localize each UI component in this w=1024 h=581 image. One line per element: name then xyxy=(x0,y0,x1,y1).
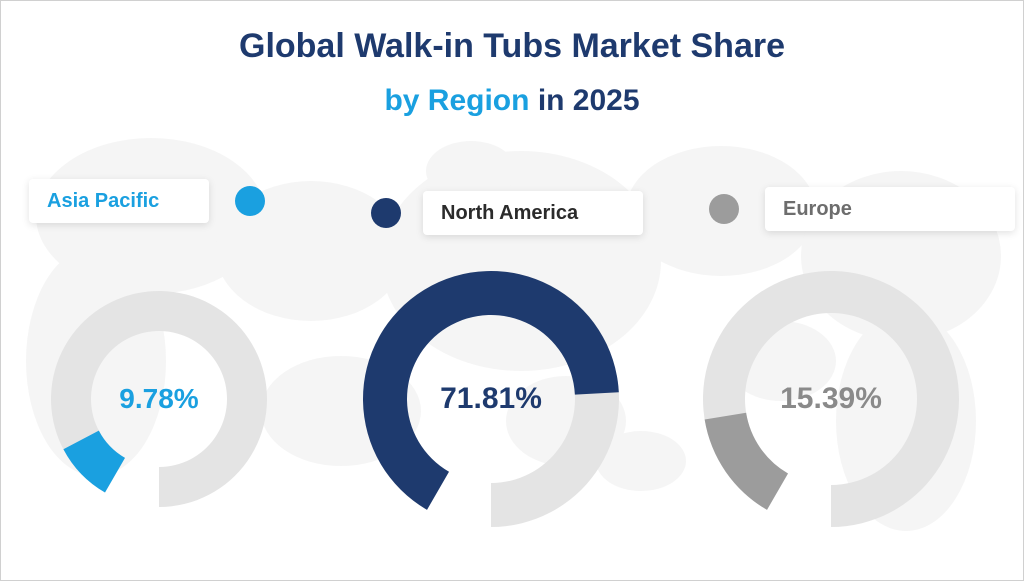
legend-north-america: North America xyxy=(371,191,643,235)
donut-svg-na xyxy=(361,269,621,529)
donut-svg-asia xyxy=(49,289,269,509)
legend-label-na: North America xyxy=(423,191,643,235)
subtitle-year: in 2025 xyxy=(538,84,640,117)
legend-label-asia: Asia Pacific xyxy=(29,179,209,223)
donut-north-america: 71.81% xyxy=(361,269,621,529)
legend-dot-eu xyxy=(709,194,739,224)
donut-svg-eu xyxy=(701,269,961,529)
subtitle-by-region: by Region xyxy=(384,84,529,117)
donut-row: 9.78% 71.81% 15.39% xyxy=(1,269,1023,559)
donut-asia-pacific: 9.78% xyxy=(49,289,269,509)
legend-dot-na xyxy=(371,198,401,228)
chart-title: Global Walk-in Tubs Market Share xyxy=(1,27,1023,66)
legend-label-eu: Europe xyxy=(765,187,1015,231)
chart-subtitle: by Region in 2025 xyxy=(1,84,1023,118)
legend-asia-pacific: Asia Pacific xyxy=(29,179,265,223)
legend-europe: Europe xyxy=(709,187,1015,231)
legend-dot-asia xyxy=(235,186,265,216)
donut-europe: 15.39% xyxy=(701,269,961,529)
